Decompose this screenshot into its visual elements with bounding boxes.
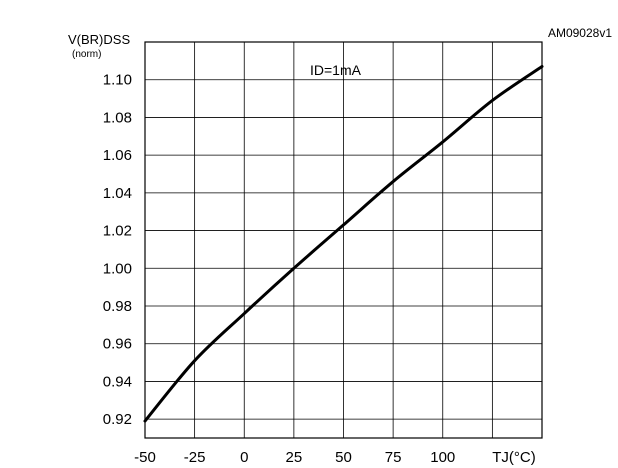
x-tick-label: 75 — [385, 449, 402, 466]
y-tick-label: 1.10 — [103, 72, 132, 89]
x-tick-label: 0 — [240, 449, 248, 466]
grid — [145, 42, 542, 438]
x-tick-label: 25 — [286, 449, 303, 466]
x-tick-label: -50 — [134, 449, 156, 466]
x-tick-label: -25 — [184, 449, 206, 466]
plot-border — [144, 41, 543, 439]
y-tick-label: 0.94 — [103, 373, 132, 390]
y-axis-unit: (norm) — [72, 49, 101, 60]
series-line — [143, 65, 544, 423]
series-layer — [143, 65, 544, 423]
y-tick-label: 1.06 — [103, 147, 132, 164]
figure-id: AM09028v1 — [548, 26, 612, 40]
y-tick-label: 0.96 — [103, 336, 132, 353]
tick-labels: 0.92 0.94 0.96 0.98 1.00 1.02 1.04 1.06 1.08 1.10… — [103, 72, 536, 466]
y-tick-label: 1.08 — [103, 109, 132, 126]
y-tick-label: 1.02 — [103, 223, 132, 240]
y-axis-title: V(BR)DSS — [68, 32, 130, 47]
x-axis-title: TJ(°C) — [492, 449, 535, 466]
y-tick-label: 1.04 — [103, 185, 132, 202]
x-tick-label: 100 — [430, 449, 455, 466]
y-tick-label: 0.98 — [103, 298, 132, 315]
y-tick-label: 0.92 — [103, 411, 132, 428]
annotation-condition: ID=1mA — [310, 62, 362, 78]
x-tick-label: 50 — [335, 449, 352, 466]
y-tick-label: 1.00 — [103, 260, 132, 277]
